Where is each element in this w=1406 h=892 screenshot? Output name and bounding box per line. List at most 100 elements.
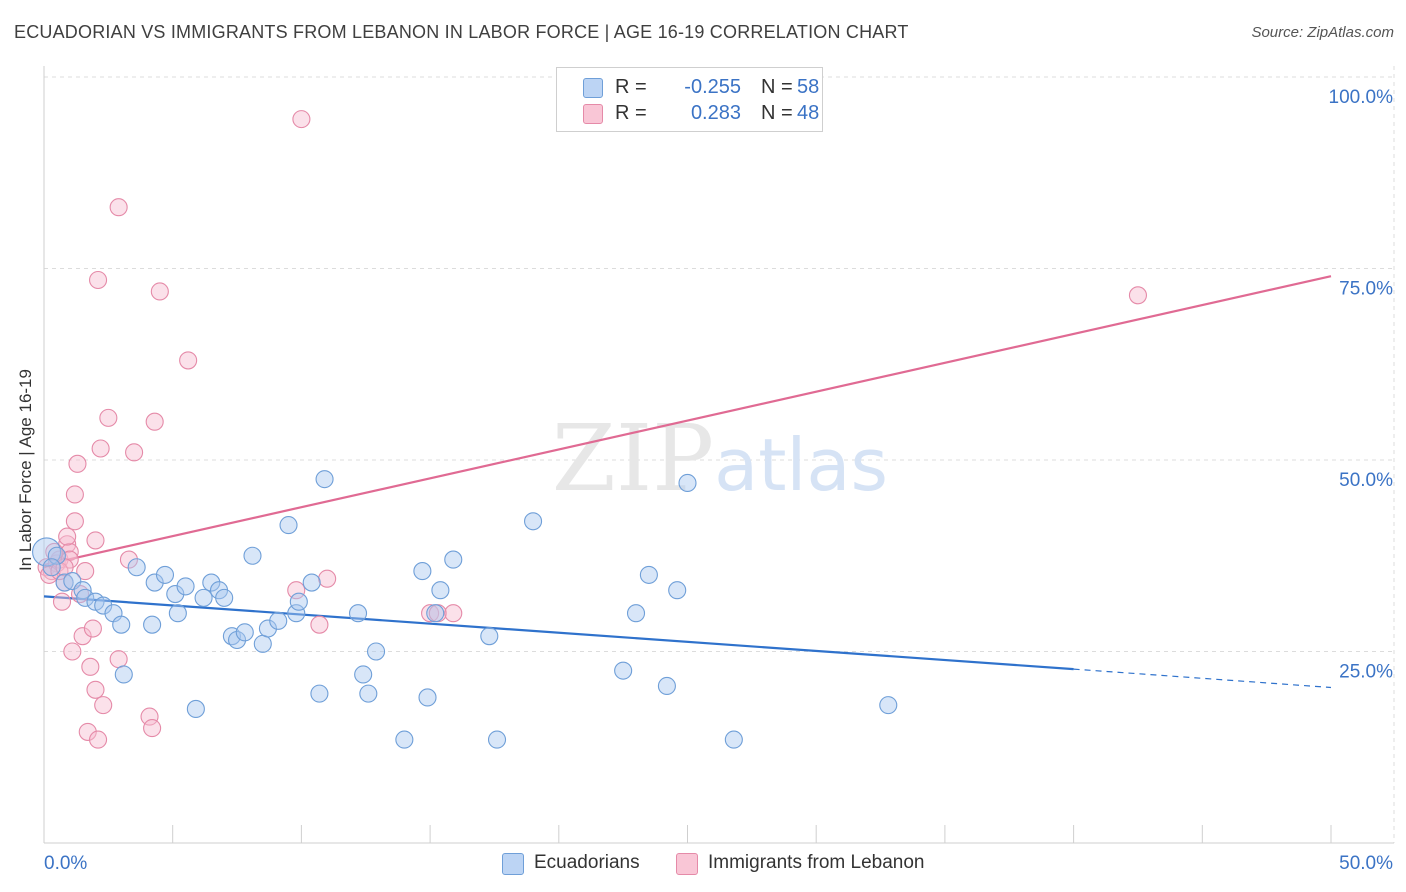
trend-lines: [43, 275, 1332, 689]
data-point-ecuadorian: [269, 611, 288, 630]
data-point-lebanon: [444, 604, 463, 623]
series-legend: Ecuadorians Immigrants from Lebanon: [0, 852, 1406, 878]
data-point-lebanon: [65, 485, 84, 504]
data-point-lebanon: [145, 412, 164, 431]
data-point-ecuadorian: [302, 573, 321, 592]
data-point-ecuadorian: [395, 730, 414, 749]
data-point-lebanon: [119, 550, 138, 569]
data-point-ecuadorian: [243, 546, 262, 565]
y-tick-label: 100.0%: [1329, 87, 1394, 108]
data-point-lebanon: [318, 569, 337, 588]
data-point-ecuadorian: [76, 588, 95, 607]
data-point-ecuadorian: [145, 573, 164, 592]
data-point-ecuadorian: [235, 623, 254, 642]
y-tick-label: 75.0%: [1339, 279, 1393, 300]
data-point-ecuadorian: [186, 699, 205, 719]
data-point-lebanon: [150, 282, 169, 301]
trend-line-ecuadorians-extension: [1073, 668, 1332, 689]
data-point-ecuadorian: [166, 584, 185, 604]
data-point-ecuadorian: [359, 684, 378, 703]
data-point-ecuadorian: [480, 627, 499, 646]
data-point-lebanon: [421, 604, 440, 623]
data-point-ecuadorian: [614, 661, 633, 680]
axes: [43, 66, 1394, 844]
data-point-ecuadorian: [215, 588, 234, 607]
data-point-lebanon: [287, 581, 306, 600]
data-point-ecuadorian: [287, 604, 306, 623]
data-point-lebanon: [63, 642, 82, 661]
data-point-ecuadorian: [418, 688, 437, 707]
data-point-ecuadorian: [228, 630, 247, 650]
data-point-ecuadorian: [114, 665, 133, 684]
data-point-ecuadorian: [354, 665, 373, 684]
legend-n-value: 48: [797, 102, 820, 124]
trend-line-ecuadorians: [43, 595, 1074, 671]
legend-n-label: N =: [761, 76, 793, 98]
data-point-ecuadorian: [366, 642, 386, 661]
data-point-lebanon: [292, 110, 311, 129]
data-point-lebanon: [83, 619, 102, 638]
data-point-lebanon: [94, 696, 113, 715]
data-point-ecuadorian: [524, 512, 543, 531]
data-point-ecuadorian: [194, 588, 213, 607]
trend-line-lebanon: [43, 275, 1332, 567]
data-point-ecuadorian: [626, 604, 646, 623]
data-point-lebanon: [125, 443, 144, 462]
data-point-lebanon: [99, 408, 118, 427]
watermark: ZIPatlas: [552, 405, 888, 512]
data-point-ecuadorian: [94, 596, 113, 615]
data-point-ecuadorian: [444, 550, 463, 569]
legend-label-lebanon: Immigrants from Lebanon: [708, 852, 925, 873]
data-point-ecuadorian: [678, 473, 697, 493]
legend-r-value: 0.283: [690, 102, 741, 124]
data-point-lebanon: [65, 512, 84, 531]
data-point-lebanon: [73, 627, 92, 646]
data-point-ecuadorian: [168, 604, 187, 623]
legend-label-ecuadorians: Ecuadorians: [534, 852, 640, 873]
data-point-ecuadorian: [63, 571, 82, 591]
legend-r-label: R =: [615, 76, 647, 98]
data-point-ecuadorian: [112, 615, 131, 634]
data-point-ecuadorian: [155, 565, 175, 584]
data-point-ecuadorian: [639, 565, 658, 584]
data-point-ecuadorian: [431, 581, 450, 600]
data-point-ecuadorian: [426, 604, 445, 623]
data-point-ecuadorian: [310, 684, 329, 703]
y-tick-label: 25.0%: [1339, 662, 1393, 683]
data-point-lebanon: [81, 657, 100, 676]
data-point-lebanon: [140, 707, 159, 726]
legend-swatch-blue: [502, 853, 524, 875]
source-label: Source: ZipAtlas.com: [1251, 24, 1394, 41]
x-tick-label: 0.0%: [44, 853, 87, 874]
legend-swatch-pink: [676, 853, 698, 875]
data-point-ecuadorian: [657, 676, 676, 696]
data-point-ecuadorian: [724, 730, 743, 749]
data-point-lebanon: [86, 531, 105, 550]
data-point-ecuadorian: [253, 634, 272, 653]
x-tick-label: 50.0%: [1339, 853, 1393, 874]
data-point-lebanon: [143, 719, 162, 738]
legend-r-label: R =: [615, 102, 647, 124]
data-point-lebanon: [310, 615, 329, 634]
data-point-ecuadorian: [143, 615, 162, 634]
data-point-lebanon: [109, 650, 128, 669]
data-point-ecuadorian: [348, 604, 368, 623]
data-point-lebanon: [1128, 286, 1147, 305]
legend-n-value: 58: [797, 76, 820, 98]
data-point-ecuadorian: [315, 470, 334, 489]
legend-swatch-blue: [583, 78, 603, 98]
correlation-legend: R = -0.255 N = 58 R = 0.283 N = 48: [556, 67, 823, 132]
data-point-ecuadorian: [289, 592, 308, 611]
data-point-lebanon: [52, 592, 72, 611]
data-point-ecuadorian: [258, 619, 277, 638]
data-point-ecuadorian: [668, 581, 687, 600]
y-axis-label: In Labor Force | Age 16-19: [16, 369, 35, 571]
data-point-ecuadorian: [413, 562, 432, 581]
points-ecuadorians: [32, 470, 898, 749]
data-point-ecuadorian: [279, 516, 298, 535]
data-point-ecuadorian: [202, 573, 221, 592]
data-point-lebanon: [58, 527, 77, 546]
data-point-ecuadorian: [176, 577, 195, 596]
data-point-lebanon: [91, 439, 110, 458]
legend-r-value: -0.255: [684, 76, 741, 98]
